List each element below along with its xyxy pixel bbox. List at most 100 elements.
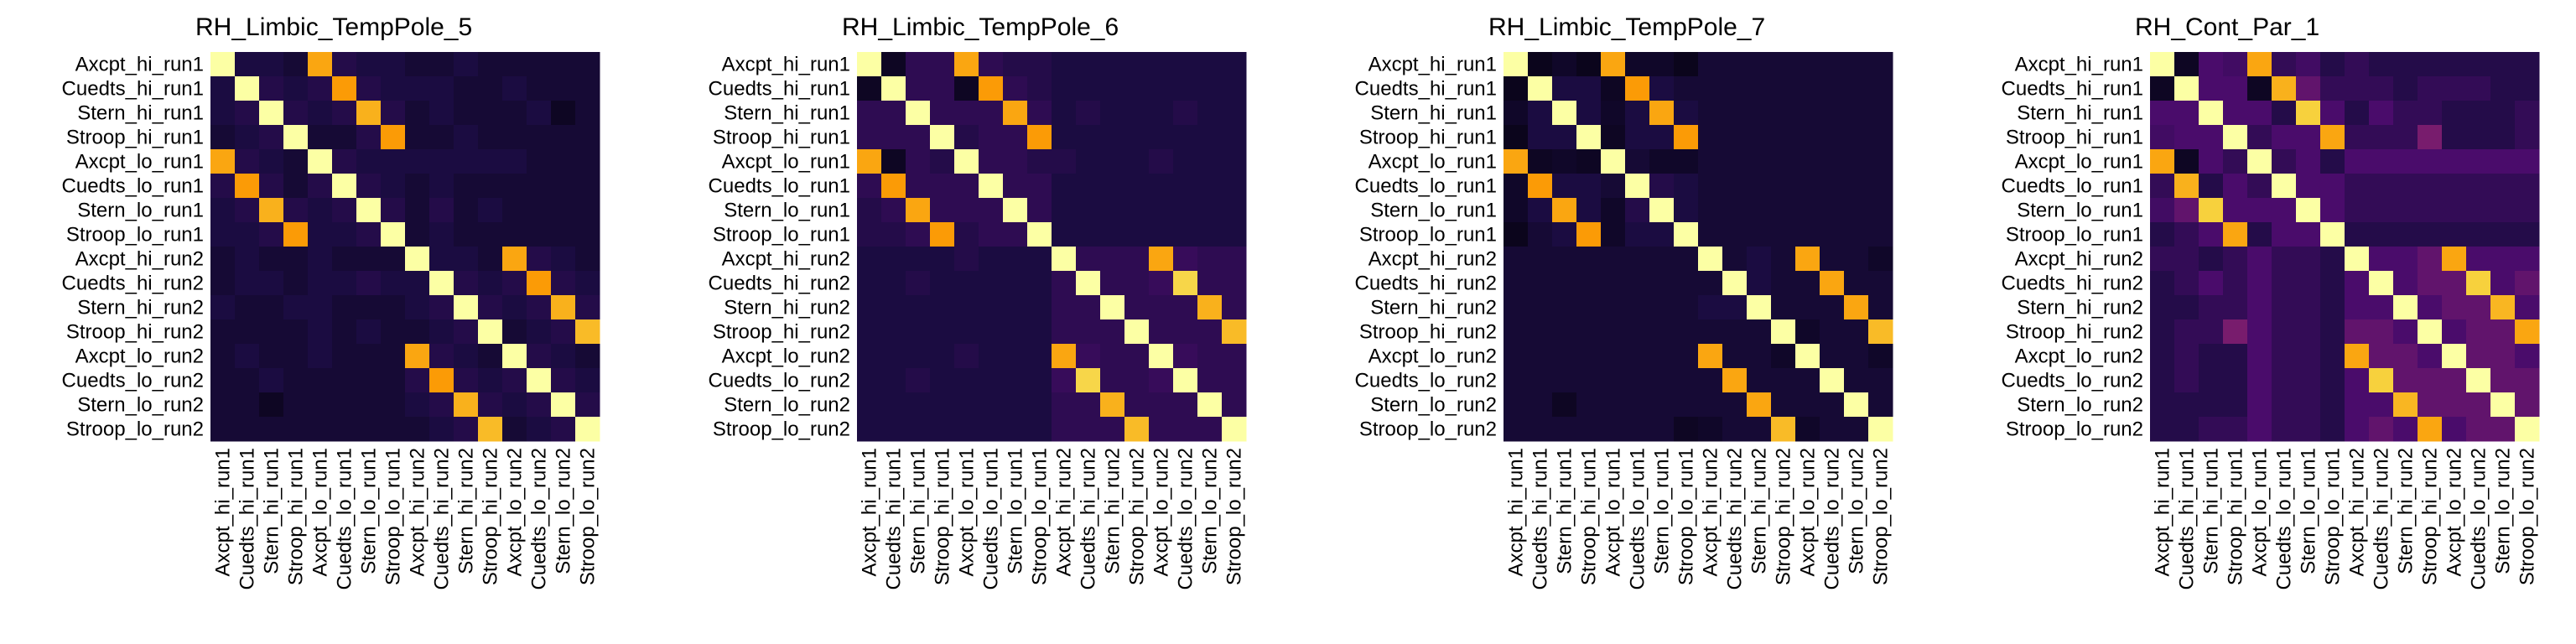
row-label: Axcpt_hi_run1 — [75, 54, 204, 76]
row-label: Stroop_lo_run1 — [1359, 224, 1497, 247]
row-label: Stern_hi_run1 — [2017, 102, 2143, 125]
row-label: Axcpt_lo_run2 — [1368, 345, 1497, 368]
heatmap-cell — [332, 174, 357, 199]
heatmap-cell — [1771, 101, 1796, 126]
heatmap-cell — [2223, 174, 2248, 199]
heatmap-cell — [2247, 174, 2272, 199]
row-label: Cuedts_lo_run1 — [1355, 175, 1497, 198]
heatmap-cell — [2320, 295, 2345, 320]
heatmap-cell — [2466, 319, 2491, 345]
heatmap-cell — [857, 271, 882, 296]
heatmap-cell — [2174, 295, 2199, 320]
heatmap-cell — [1504, 319, 1529, 345]
heatmap-cell — [2272, 174, 2297, 199]
heatmap-cell — [405, 101, 430, 126]
heatmap-cell — [1795, 101, 1820, 126]
heatmap-cell — [1124, 101, 1150, 126]
heatmap-cell — [1173, 52, 1198, 77]
heatmap-cell — [1698, 222, 1723, 247]
heatmap-cell — [502, 368, 527, 393]
heatmap-cell — [1197, 101, 1223, 126]
heatmap-cell — [478, 271, 503, 296]
heatmap-cell — [308, 392, 333, 418]
panel-title: RH_Limbic_TempPole_6 — [842, 13, 1119, 41]
heatmap-cell — [1076, 368, 1101, 393]
heatmap-cell — [2442, 295, 2467, 320]
heatmap-cell — [1149, 222, 1174, 247]
heatmap-cell — [1747, 417, 1772, 442]
row-label: Stern_hi_run1 — [1370, 102, 1497, 125]
column-label: Axcpt_hi_run2 — [1700, 448, 1722, 576]
heatmap-cell — [2320, 247, 2345, 272]
heatmap-cell — [405, 125, 430, 150]
heatmap-cell — [2150, 344, 2175, 369]
heatmap-cell — [405, 247, 430, 272]
heatmap-cell — [1552, 368, 1577, 393]
heatmap-cell — [1625, 198, 1650, 223]
heatmap-cell — [1504, 52, 1529, 77]
heatmap-cell — [930, 392, 955, 418]
heatmap-cell — [478, 174, 503, 199]
heatmap-cell — [2490, 368, 2516, 393]
row-label: Cuedts_hi_run2 — [62, 273, 204, 295]
column-label: Axcpt_lo_run2 — [2444, 448, 2466, 576]
heatmap-cell — [1173, 247, 1198, 272]
heatmap-cell — [1722, 368, 1748, 393]
heatmap-cell — [2369, 344, 2394, 369]
heatmap-cell — [2369, 198, 2394, 223]
heatmap-cell — [881, 174, 906, 199]
heatmap-cell — [1504, 101, 1529, 126]
heatmap-cell — [1722, 417, 1748, 442]
heatmap-cell — [259, 125, 284, 150]
heatmap-cell — [1100, 247, 1125, 272]
heatmap-cell — [1552, 174, 1577, 199]
heatmap-cell — [1722, 295, 1748, 320]
heatmap-cell — [527, 52, 552, 77]
heatmap-cell — [2320, 149, 2345, 174]
heatmap-cell — [1504, 344, 1529, 369]
heatmap-cell — [2320, 271, 2345, 296]
heatmap-cell — [1124, 271, 1150, 296]
heatmap-cell — [405, 76, 430, 101]
row-label: Stern_hi_run2 — [77, 297, 204, 319]
heatmap-cell — [857, 174, 882, 199]
heatmap-cell — [2466, 101, 2491, 126]
heatmap-cell — [429, 52, 454, 77]
heatmap-cell — [1052, 368, 1077, 393]
heatmap-cell — [429, 271, 454, 296]
heatmap-cell — [1722, 198, 1748, 223]
column-label: Stroop_hi_run1 — [285, 448, 308, 585]
heatmap-cell — [1698, 52, 1723, 77]
heatmap-cell — [551, 149, 576, 174]
heatmap-cell — [979, 174, 1004, 199]
heatmap-cell — [1771, 295, 1796, 320]
heatmap-cell — [1795, 368, 1820, 393]
heatmap-cell — [1722, 271, 1748, 296]
heatmap-cell — [2369, 392, 2394, 418]
heatmap-cell — [1868, 149, 1893, 174]
heatmap-cell — [405, 295, 430, 320]
row-label: Cuedts_hi_run2 — [2002, 273, 2143, 295]
column-label: Cuedts_hi_run1 — [883, 448, 906, 589]
heatmap-cell — [1528, 76, 1553, 101]
heatmap-cell — [2345, 149, 2370, 174]
row-label: Stern_lo_run2 — [77, 394, 204, 417]
heatmap-cell — [210, 417, 236, 442]
heatmap-cell — [356, 417, 382, 442]
heatmap-cell — [575, 149, 600, 174]
heatmap-cell — [1820, 198, 1845, 223]
heatmap-cell — [1504, 222, 1529, 247]
heatmap-cell — [906, 76, 931, 101]
heatmap-cell — [478, 417, 503, 442]
heatmap-cell — [527, 295, 552, 320]
heatmap-cell — [2272, 101, 2297, 126]
column-label: Stroop_lo_run1 — [2322, 448, 2345, 585]
heatmap-cell — [478, 295, 503, 320]
heatmap-cell — [1504, 417, 1529, 442]
heatmap-cell — [1771, 368, 1796, 393]
heatmap-cell — [1747, 198, 1772, 223]
heatmap-cell — [2272, 125, 2297, 150]
heatmap-cell — [1052, 295, 1077, 320]
heatmap-cell — [2490, 174, 2516, 199]
heatmap-cell — [1576, 247, 1602, 272]
